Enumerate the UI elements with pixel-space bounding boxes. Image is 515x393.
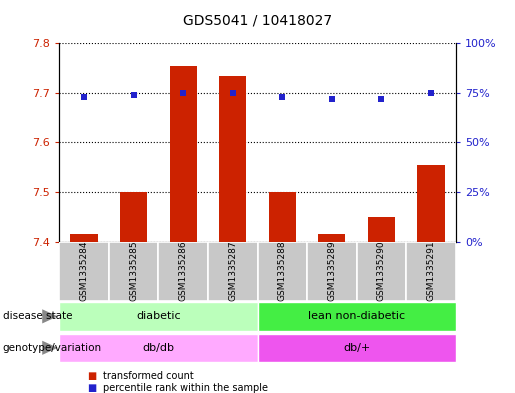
Text: percentile rank within the sample: percentile rank within the sample	[103, 383, 268, 393]
Bar	[71, 234, 98, 242]
Bar	[258, 334, 456, 362]
Text: ■: ■	[88, 371, 97, 382]
Text: GSM1335284: GSM1335284	[79, 241, 89, 301]
Point	[427, 90, 435, 96]
Bar	[417, 165, 444, 242]
Point	[129, 92, 138, 98]
Text: db/+: db/+	[343, 343, 370, 353]
Bar	[406, 242, 456, 301]
Point	[377, 95, 386, 102]
Bar	[120, 192, 147, 242]
Text: GSM1335285: GSM1335285	[129, 241, 138, 301]
Text: genotype/variation: genotype/variation	[3, 343, 101, 353]
Bar	[269, 192, 296, 242]
Bar	[219, 77, 246, 242]
Polygon shape	[42, 309, 58, 323]
Bar	[258, 242, 307, 301]
Point	[278, 94, 286, 100]
Bar	[318, 234, 346, 242]
Bar	[307, 242, 356, 301]
Text: ■: ■	[88, 383, 97, 393]
Bar	[59, 334, 258, 362]
Bar	[59, 302, 258, 331]
Text: GDS5041 / 10418027: GDS5041 / 10418027	[183, 14, 332, 28]
Text: lean non-diabetic: lean non-diabetic	[308, 311, 405, 321]
Text: diabetic: diabetic	[136, 311, 181, 321]
Text: GSM1335286: GSM1335286	[179, 241, 187, 301]
Text: GSM1335290: GSM1335290	[377, 241, 386, 301]
Text: db/db: db/db	[142, 343, 175, 353]
Bar	[159, 242, 208, 301]
Bar	[109, 242, 159, 301]
Bar	[356, 242, 406, 301]
Point	[80, 94, 88, 100]
Text: GSM1335289: GSM1335289	[328, 241, 336, 301]
Bar	[258, 302, 456, 331]
Bar	[59, 242, 109, 301]
Bar	[208, 242, 258, 301]
Polygon shape	[42, 341, 58, 355]
Text: GSM1335291: GSM1335291	[426, 241, 436, 301]
Point	[229, 90, 237, 96]
Text: GSM1335287: GSM1335287	[228, 241, 237, 301]
Bar	[368, 217, 395, 242]
Text: GSM1335288: GSM1335288	[278, 241, 287, 301]
Point	[328, 95, 336, 102]
Bar	[169, 66, 197, 242]
Point	[179, 90, 187, 96]
Text: disease state: disease state	[3, 311, 72, 321]
Text: transformed count: transformed count	[103, 371, 194, 382]
